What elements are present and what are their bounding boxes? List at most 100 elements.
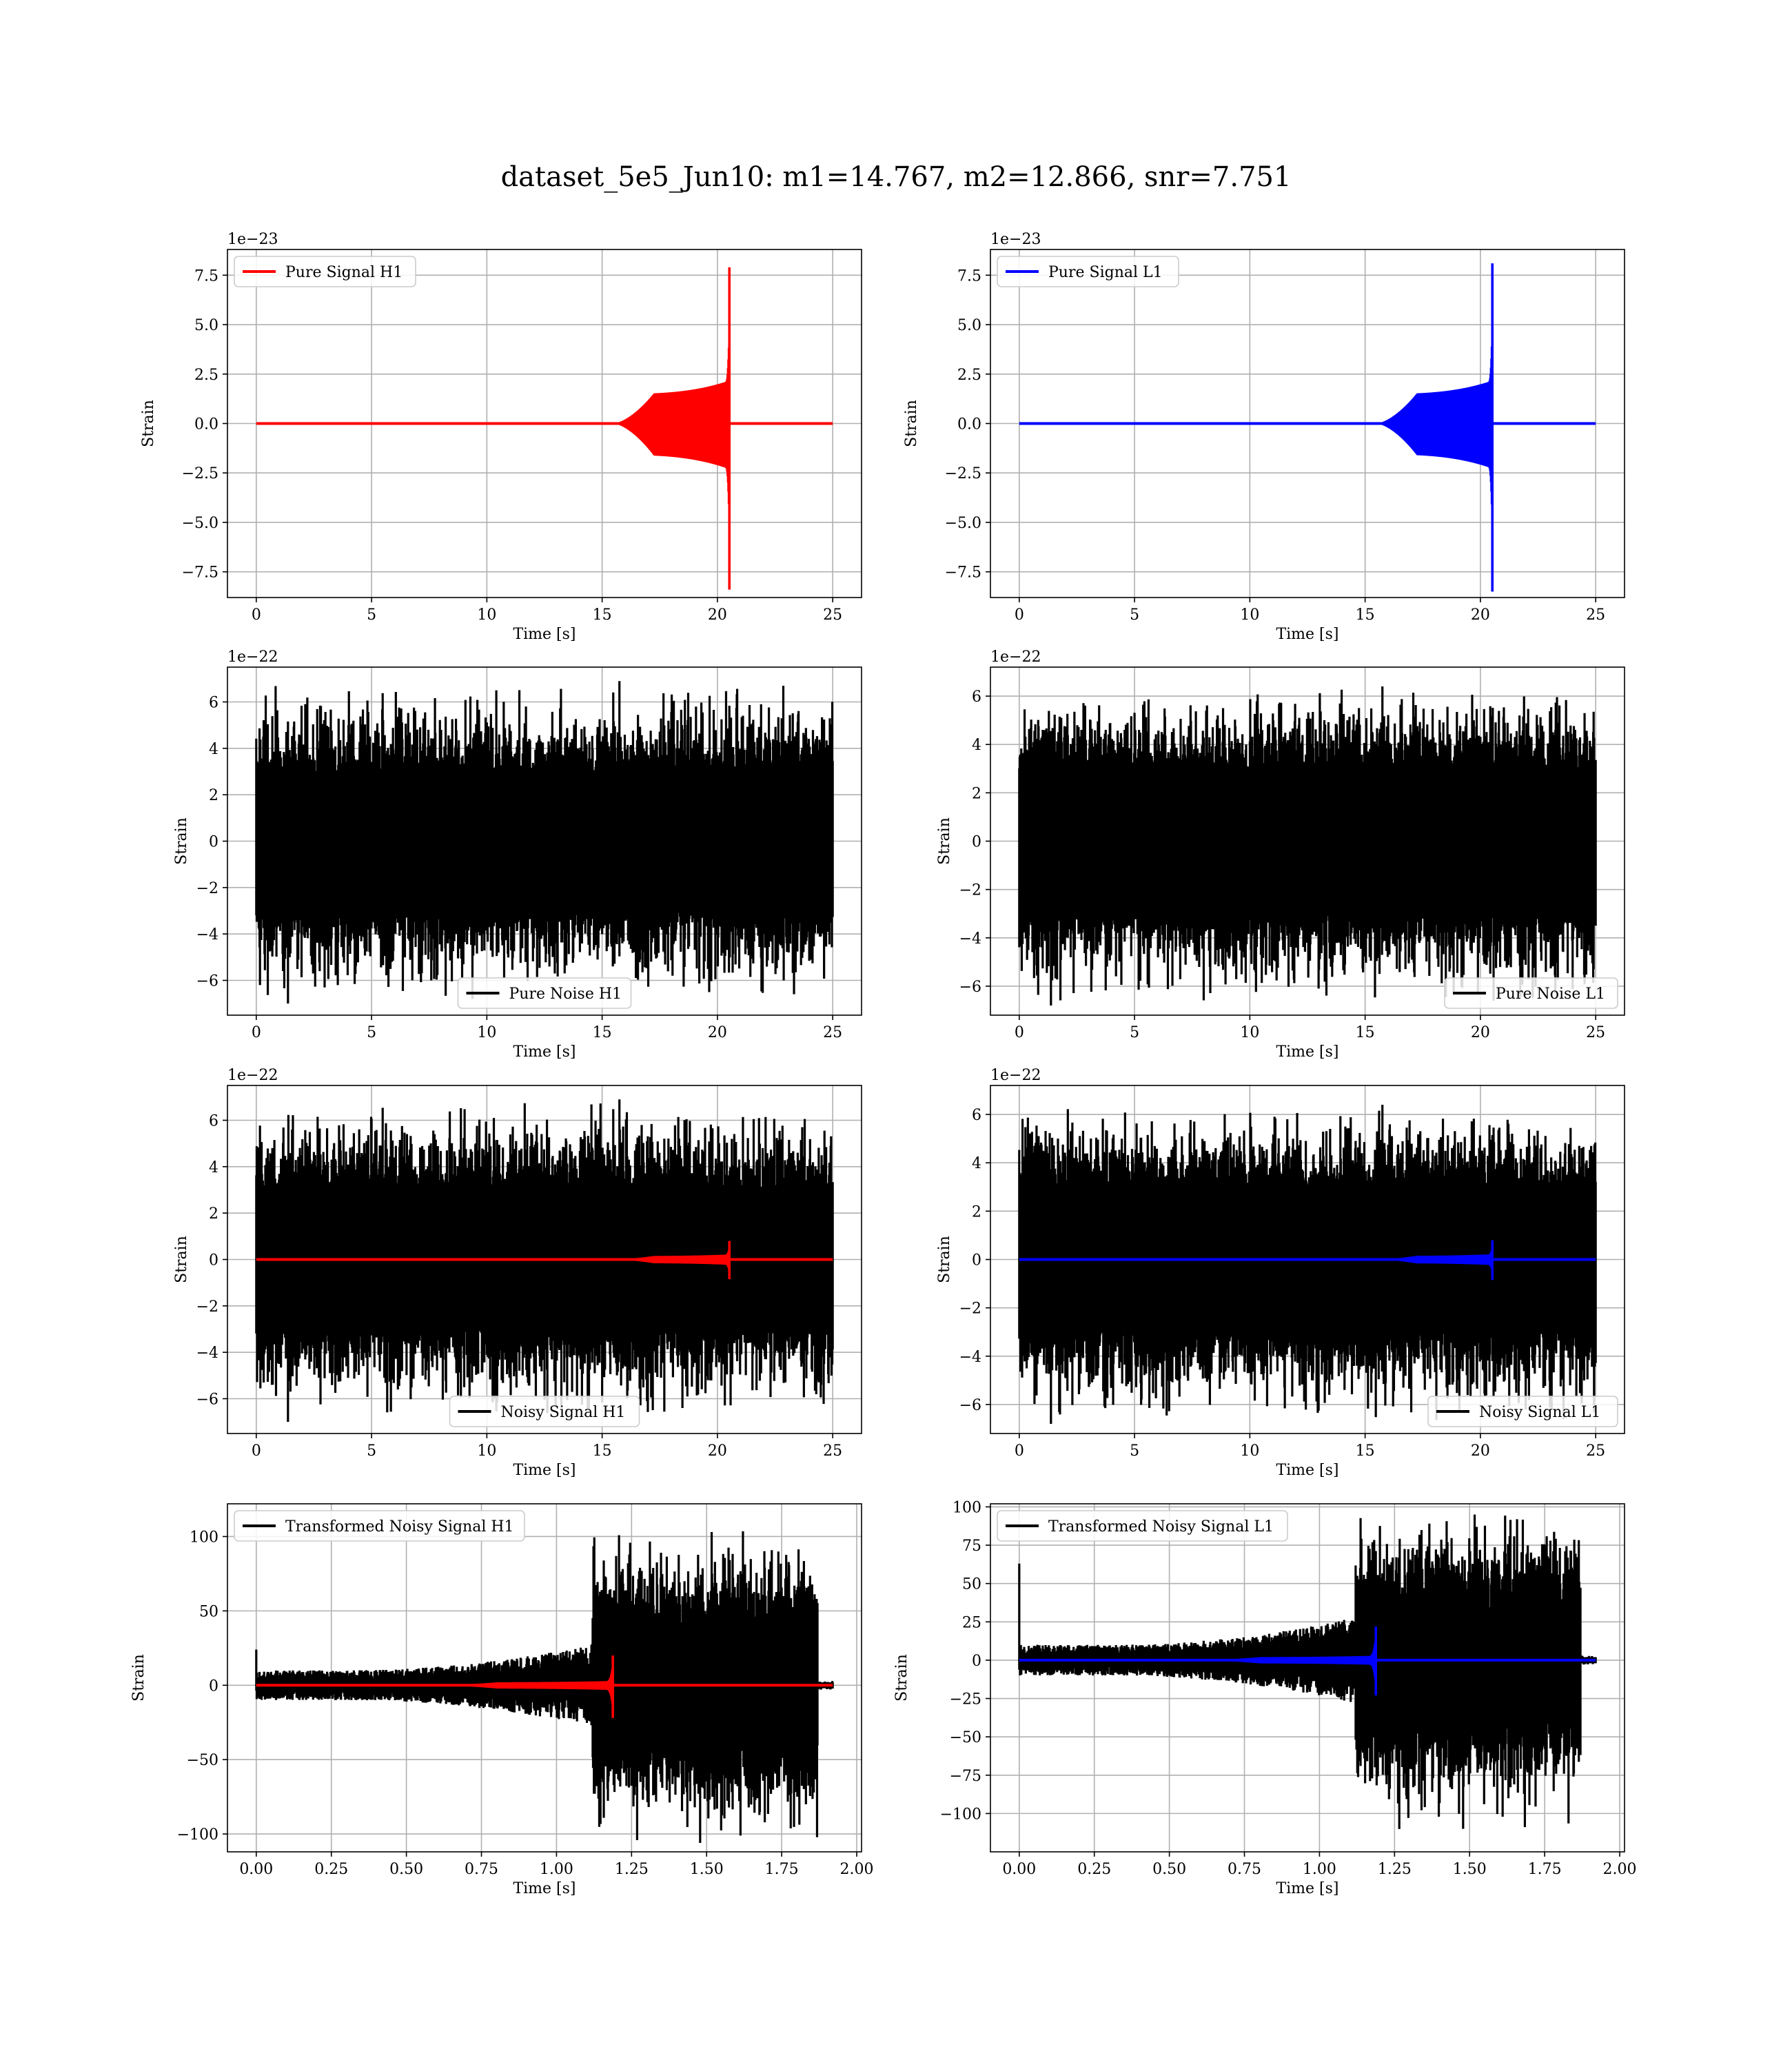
- x-tick-label: 20: [708, 1442, 727, 1460]
- x-axis-label: Time [s]: [1276, 1043, 1338, 1061]
- noise-line: [1018, 686, 1597, 1006]
- y-tick-label: 0: [209, 834, 218, 851]
- y-tick-label: 2: [972, 1203, 981, 1221]
- x-tick-label: 0.00: [1002, 1861, 1036, 1878]
- x-axis-label: Time [s]: [513, 1880, 576, 1897]
- y-axis-label: Strain: [130, 1654, 147, 1702]
- series-group: [1019, 263, 1596, 592]
- x-tick-label: 10: [1240, 606, 1259, 624]
- series-group: [1018, 1514, 1597, 1829]
- x-tick-label: 2.00: [1603, 1861, 1637, 1878]
- x-tick-label: 0.50: [1152, 1861, 1186, 1878]
- x-tick-label: 5: [1130, 1024, 1139, 1041]
- x-tick-label: 0.50: [389, 1861, 423, 1878]
- x-tick-label: 15: [593, 1024, 612, 1041]
- axis-offset-text: 1e−22: [227, 1067, 278, 1084]
- x-tick-label: 0.75: [1228, 1861, 1261, 1878]
- x-tick-label: 5: [1130, 1442, 1139, 1460]
- y-tick-label: 0: [209, 1252, 218, 1269]
- subplot-7: 0.00 0.25 0.50 0.75 1.00 1.25 1.50 1.75 2.00 −100…: [130, 1503, 874, 1897]
- series-group: [1018, 1105, 1597, 1424]
- y-tick-label: −2.5: [182, 465, 218, 482]
- x-tick-label: 0: [1015, 1024, 1024, 1041]
- x-tick-label: 2.00: [840, 1861, 874, 1878]
- x-axis-label: Time [s]: [1276, 626, 1338, 643]
- y-tick-label: −50: [950, 1729, 981, 1746]
- series-group: [256, 267, 833, 590]
- x-tick-label: 25: [1586, 606, 1605, 624]
- y-tick-label: 100: [953, 1499, 981, 1516]
- y-tick-label: 25: [962, 1614, 981, 1631]
- y-tick-label: −25: [950, 1691, 981, 1708]
- subplot-3: 0 5 10 15 20 25 −6 −4 −2 0 2 4 6 Time [s] Strain 1e−22 P…: [173, 649, 862, 1061]
- x-tick-label: 0: [252, 1024, 261, 1041]
- x-tick-label: 5: [367, 1024, 376, 1041]
- x-tick-label: 25: [823, 1024, 842, 1041]
- y-tick-label: 2.5: [957, 367, 981, 384]
- legend-label: Transformed Noisy Signal H1: [285, 1518, 514, 1536]
- x-axis-label: Time [s]: [513, 626, 576, 643]
- y-tick-label: 100: [190, 1529, 218, 1546]
- y-axis-label: Strain: [173, 817, 190, 865]
- y-tick-label: −100: [940, 1806, 981, 1823]
- y-tick-label: 0.0: [957, 416, 981, 433]
- x-tick-label: 5: [367, 606, 376, 624]
- x-axis-label: Time [s]: [1276, 1462, 1338, 1479]
- y-tick-label: 5.0: [194, 317, 218, 334]
- y-tick-label: 7.5: [957, 267, 981, 285]
- y-tick-label: −2.5: [945, 465, 981, 482]
- legend: Pure Signal H1: [234, 256, 416, 287]
- series-group: [255, 1531, 834, 1844]
- x-tick-label: 10: [1240, 1024, 1259, 1041]
- legend: Noisy Signal H1: [449, 1396, 640, 1427]
- axis-offset-text: 1e−23: [227, 231, 278, 248]
- legend: Transformed Noisy Signal H1: [234, 1510, 525, 1542]
- legend-label: Noisy Signal H1: [501, 1404, 626, 1421]
- y-tick-label: −2: [959, 1300, 981, 1318]
- y-axis-label: Strain: [893, 1654, 910, 1702]
- y-axis-label: Strain: [936, 817, 953, 865]
- legend-label: Pure Signal L1: [1048, 264, 1163, 281]
- subplot-4: 0 5 10 15 20 25 −6 −4 −2 0 2 4 6 Time [s] Strain 1e−22 P…: [936, 649, 1625, 1061]
- x-tick-label: 20: [708, 1024, 727, 1041]
- y-tick-label: 4: [209, 741, 218, 758]
- y-tick-label: −4: [959, 1349, 981, 1366]
- y-tick-label: 2: [209, 1205, 218, 1223]
- legend: Pure Noise L1: [1444, 977, 1618, 1009]
- y-axis-label: Strain: [173, 1236, 190, 1283]
- legend-box: [234, 1510, 525, 1542]
- y-tick-label: 50: [199, 1603, 218, 1620]
- figure-title: dataset_5e5_Jun10: m1=14.767, m2=12.866,…: [501, 161, 1292, 193]
- y-tick-label: −6: [196, 1391, 218, 1409]
- x-tick-label: 0.75: [465, 1861, 498, 1878]
- axis-offset-text: 1e−23: [990, 231, 1041, 248]
- y-tick-label: 50: [962, 1576, 981, 1593]
- x-tick-label: 25: [1586, 1442, 1605, 1460]
- y-tick-label: −5.0: [182, 515, 218, 532]
- y-tick-label: 2.5: [194, 367, 218, 384]
- subplot-8: 0.00 0.25 0.50 0.75 1.00 1.25 1.50 1.75 2.00 −100…: [893, 1499, 1637, 1897]
- noise-line: [1018, 1105, 1597, 1424]
- x-tick-label: 15: [1356, 606, 1375, 624]
- x-tick-label: 0.25: [1077, 1861, 1111, 1878]
- x-tick-label: 1.25: [1378, 1861, 1412, 1878]
- x-axis-label: Time [s]: [513, 1462, 576, 1479]
- x-tick-label: 10: [477, 1024, 496, 1041]
- legend-label: Noisy Signal L1: [1479, 1404, 1600, 1421]
- y-tick-label: −7.5: [182, 564, 218, 582]
- x-tick-label: 1.50: [1453, 1861, 1487, 1878]
- subplot-6: 0 5 10 15 20 25 −6 −4 −2 0 2 4 6 Time [s] Strain 1e−22 N…: [936, 1067, 1625, 1479]
- legend-box: [1427, 1396, 1618, 1427]
- y-tick-label: 0.0: [194, 416, 218, 433]
- y-tick-label: −2: [196, 1298, 218, 1316]
- axes-frame: [990, 1503, 1625, 1853]
- series-group: [255, 1099, 834, 1422]
- axis-offset-text: 1e−22: [990, 1067, 1041, 1084]
- x-tick-label: 0.25: [314, 1861, 348, 1878]
- x-tick-label: 20: [1471, 1024, 1490, 1041]
- y-tick-label: −100: [177, 1826, 218, 1844]
- legend-label: Pure Noise L1: [1496, 986, 1605, 1003]
- y-tick-label: −4: [196, 926, 218, 943]
- x-tick-label: 10: [477, 606, 496, 624]
